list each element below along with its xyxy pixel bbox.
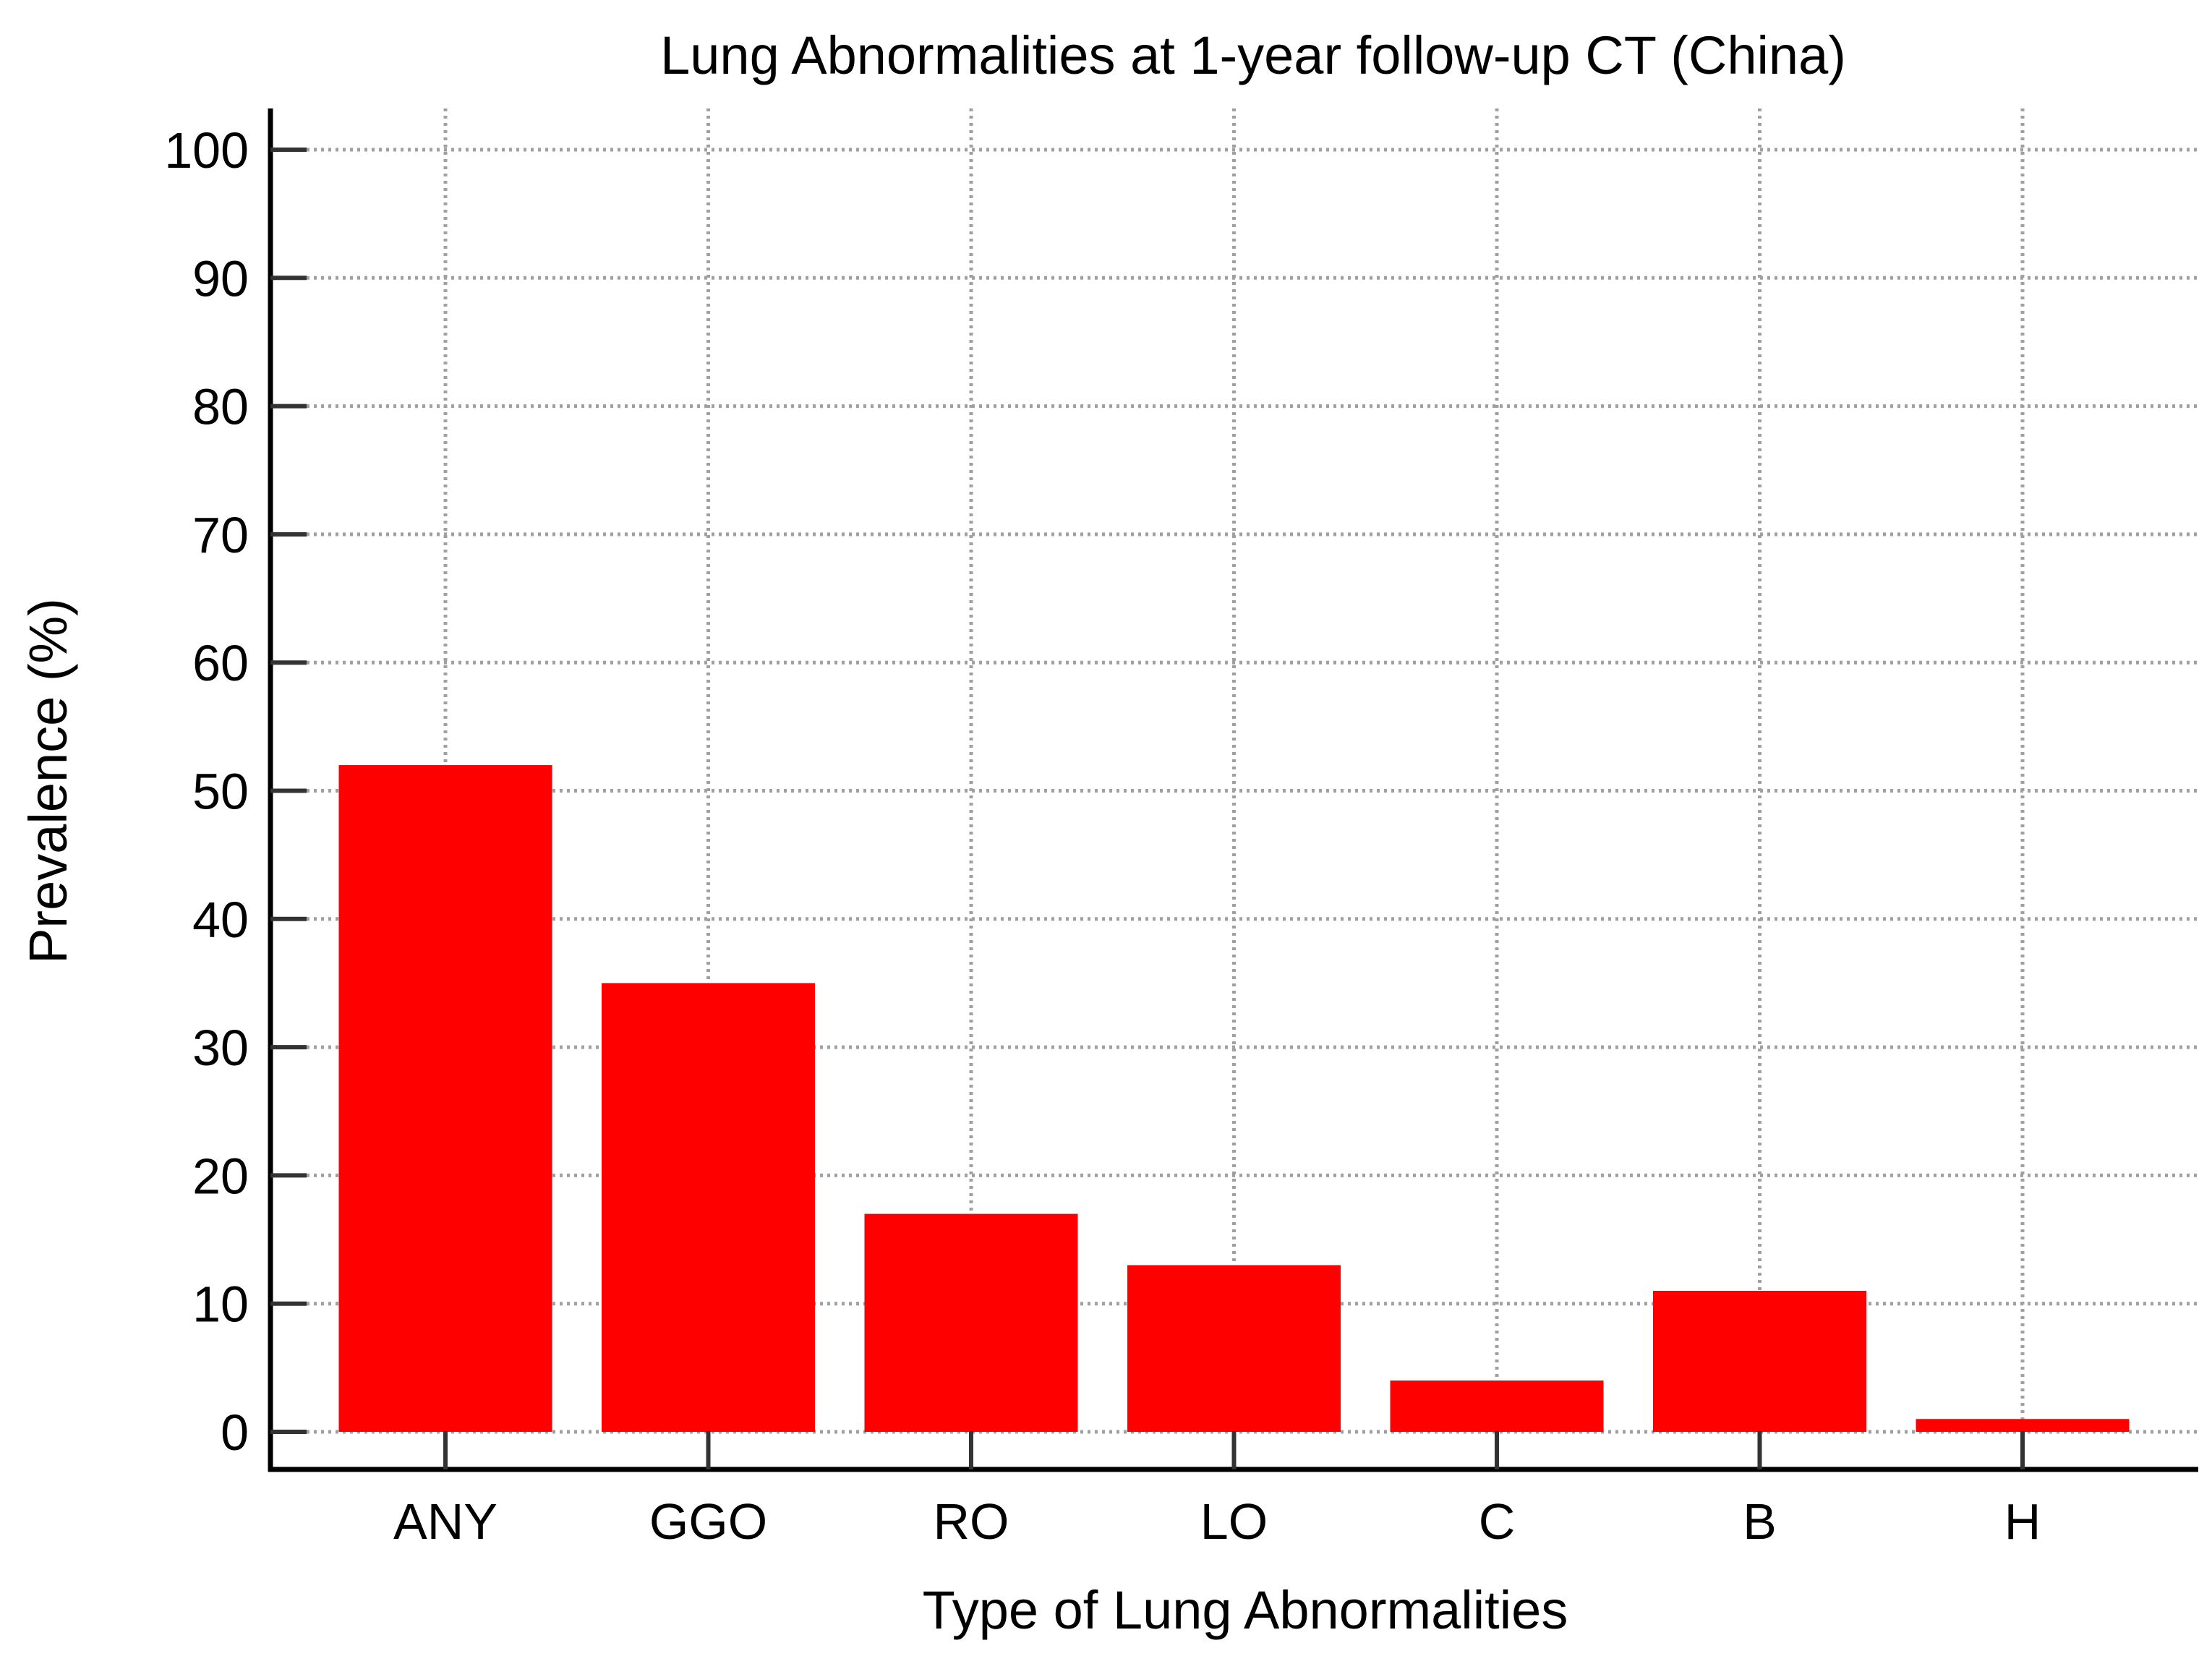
y-tick-label: 70 [192, 507, 249, 563]
bar-b [1653, 1290, 1866, 1432]
y-tick-label: 60 [192, 635, 249, 691]
x-tick-label-b: B [1743, 1493, 1777, 1550]
x-tick-label-lo: LO [1200, 1493, 1268, 1550]
y-tick-label: 0 [221, 1404, 249, 1461]
grid [270, 108, 2198, 1469]
y-axis-label: Prevalence (%) [18, 598, 78, 964]
x-tick-label-h: H [2004, 1493, 2041, 1550]
y-tick-label: 50 [192, 764, 249, 820]
y-tick-label: 100 [164, 122, 249, 179]
y-axis-ticks: 0 10 20 30 40 50 60 70 80 90 100 [164, 122, 307, 1461]
x-tick-label-c: C [1479, 1493, 1516, 1550]
x-tick-label-any: ANY [393, 1493, 498, 1550]
y-tick-label: 40 [192, 892, 249, 948]
x-tick-label-ro: RO [934, 1493, 1009, 1550]
x-tick-label-ggo: GGO [649, 1493, 767, 1550]
bar-ro [864, 1213, 1078, 1432]
bars [338, 765, 2130, 1432]
x-axis-label: Type of Lung Abnormalities [923, 1580, 1568, 1640]
y-tick-label: 80 [192, 379, 249, 435]
x-axis-ticks: ANY GGO RO LO C B H [393, 1431, 2041, 1550]
bar-c [1390, 1380, 1604, 1432]
chart-title: Lung Abnormalities at 1-year follow-up C… [660, 25, 1846, 85]
y-tick-label: 10 [192, 1276, 249, 1333]
bar-lo [1127, 1265, 1341, 1432]
y-tick-label: 30 [192, 1020, 249, 1076]
y-tick-label: 90 [192, 250, 249, 307]
y-tick-label: 20 [192, 1148, 249, 1204]
bar-h [1916, 1419, 2130, 1432]
bar-any [338, 765, 552, 1432]
bar-ggo [602, 983, 815, 1432]
